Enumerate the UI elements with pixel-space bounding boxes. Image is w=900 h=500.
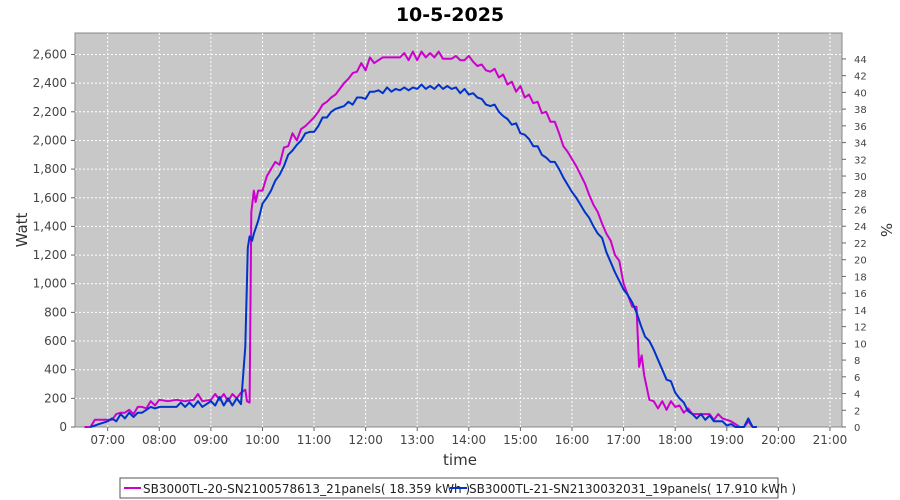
y2-tick-label: 20 bbox=[854, 256, 867, 267]
y-tick-label: 600 bbox=[44, 334, 67, 348]
plot-area bbox=[74, 32, 843, 428]
y2-tick-label: 30 bbox=[854, 172, 867, 183]
y-tick-label: 1,800 bbox=[33, 162, 67, 176]
y2-tick-label: 40 bbox=[854, 88, 867, 99]
y2-tick-label: 2 bbox=[854, 406, 860, 417]
y2-tick-label: 10 bbox=[854, 339, 867, 350]
axes: 02004006008001,0001,2001,4001,6001,8002,… bbox=[33, 47, 867, 447]
y2-tick-label: 24 bbox=[854, 222, 867, 233]
x-tick-label: 16:00 bbox=[555, 433, 590, 447]
y2-tick-label: 12 bbox=[854, 323, 867, 334]
y2-tick-label: 36 bbox=[854, 122, 867, 133]
x-tick-label: 10:00 bbox=[245, 433, 280, 447]
legend-label-series-2: SB3000TL-21-SN2130032031_19panels( 17.91… bbox=[469, 482, 796, 496]
y-tick-label: 200 bbox=[44, 391, 67, 405]
y-tick-label: 800 bbox=[44, 305, 67, 319]
y-tick-label: 2,400 bbox=[33, 76, 67, 90]
legend-label-series-1: SB3000TL-20-SN2100578613_21panels( 18.35… bbox=[143, 482, 470, 496]
y-tick-label: 1,400 bbox=[33, 219, 67, 233]
x-tick-label: 18:00 bbox=[658, 433, 693, 447]
x-tick-label: 19:00 bbox=[709, 433, 744, 447]
x-tick-label: 17:00 bbox=[606, 433, 641, 447]
x-axis-label: time bbox=[443, 451, 477, 469]
y-tick-label: 1,200 bbox=[33, 248, 67, 262]
x-tick-label: 15:00 bbox=[503, 433, 538, 447]
y2-axis-label: % bbox=[877, 223, 895, 237]
x-tick-label: 12:00 bbox=[348, 433, 383, 447]
y2-tick-label: 26 bbox=[854, 206, 867, 217]
y-tick-label: 2,200 bbox=[33, 105, 67, 119]
y-tick-label: 2,600 bbox=[33, 47, 67, 61]
y-tick-label: 2,000 bbox=[33, 133, 67, 147]
y2-tick-label: 8 bbox=[854, 356, 860, 367]
y-tick-label: 1,000 bbox=[33, 277, 67, 291]
x-tick-label: 20:00 bbox=[761, 433, 796, 447]
x-tick-label: 21:00 bbox=[813, 433, 848, 447]
x-tick-label: 08:00 bbox=[142, 433, 177, 447]
y-tick-label: 1,600 bbox=[33, 191, 67, 205]
y2-tick-label: 4 bbox=[854, 390, 860, 401]
x-tick-label: 09:00 bbox=[194, 433, 229, 447]
y-tick-label: 0 bbox=[59, 420, 67, 434]
y2-tick-label: 42 bbox=[854, 72, 867, 83]
y2-tick-label: 34 bbox=[854, 139, 867, 150]
y2-tick-label: 16 bbox=[854, 289, 867, 300]
chart-title: 10-5-2025 bbox=[396, 4, 504, 26]
series-layer bbox=[84, 50, 757, 428]
y-tick-label: 400 bbox=[44, 363, 67, 377]
y2-tick-label: 0 bbox=[854, 423, 860, 434]
x-tick-label: 13:00 bbox=[400, 433, 435, 447]
series-line-2 bbox=[90, 83, 757, 428]
y2-tick-label: 18 bbox=[854, 272, 867, 283]
y-axis-label: Watt bbox=[13, 212, 31, 247]
grid-lines bbox=[75, 33, 842, 427]
y2-tick-label: 44 bbox=[854, 55, 867, 66]
y2-tick-label: 22 bbox=[854, 239, 867, 250]
x-tick-label: 11:00 bbox=[297, 433, 332, 447]
x-tick-label: 07:00 bbox=[90, 433, 125, 447]
y2-tick-label: 38 bbox=[854, 105, 867, 116]
legend: SB3000TL-20-SN2100578613_21panels( 18.35… bbox=[119, 477, 796, 499]
y2-tick-label: 28 bbox=[854, 189, 867, 200]
legend-box bbox=[119, 477, 779, 499]
y2-tick-label: 6 bbox=[854, 373, 860, 384]
y2-tick-label: 32 bbox=[854, 155, 867, 166]
y2-tick-label: 14 bbox=[854, 306, 867, 317]
x-tick-label: 14:00 bbox=[452, 433, 487, 447]
